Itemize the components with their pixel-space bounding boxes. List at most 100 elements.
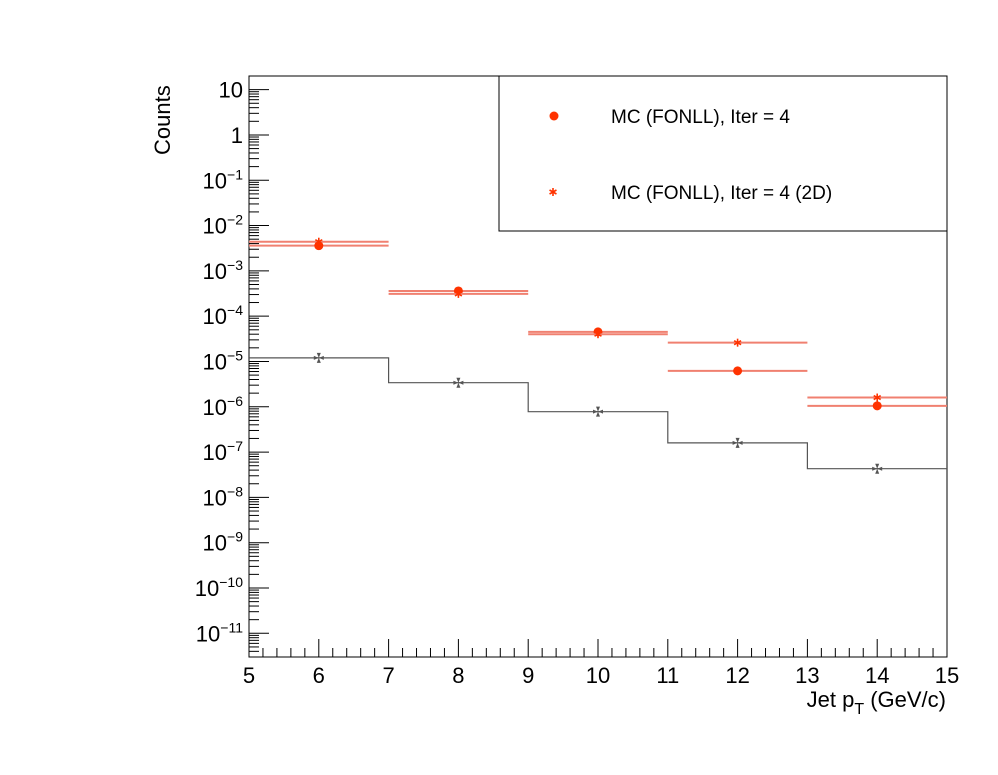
x-axis-label: Jet pT (GeV/c) <box>807 687 946 718</box>
y-tick-label-base: 10 <box>203 349 227 374</box>
y-tick-label: 1 <box>231 123 243 148</box>
y-tick-label-exponent: −10 <box>219 574 243 590</box>
y-tick-label-exponent: −11 <box>220 619 243 635</box>
cross-part <box>735 442 740 448</box>
data-point-star <box>733 338 742 347</box>
x-ticks <box>248 639 948 657</box>
x-tick-label: 6 <box>313 663 325 688</box>
data-point-cross <box>593 406 603 417</box>
x-tick-label: 8 <box>452 663 464 688</box>
data-point-cross <box>732 437 743 448</box>
y-tick-label: 10−4 <box>203 302 244 329</box>
cross-part <box>598 409 603 414</box>
cross-part <box>456 382 461 388</box>
x-axis-label-subscript: T <box>854 701 864 718</box>
cross-part <box>453 380 459 385</box>
y-tick-label: 10−9 <box>203 529 244 556</box>
cross-part <box>593 409 598 414</box>
y-tick-label-base: 10 <box>203 395 227 420</box>
y-major-ticks <box>249 89 269 634</box>
y-tick-label: 10−6 <box>203 393 244 420</box>
cross-part <box>875 468 880 474</box>
legend-marker-circle <box>549 111 559 121</box>
y-tick-label-base: 10 <box>203 304 227 329</box>
legend-label-series-2: MC (FONLL), Iter = 4 (2D) <box>611 183 832 204</box>
cross-part <box>458 380 464 385</box>
y-tick-label-exponent: −7 <box>227 438 243 454</box>
cross-part <box>596 406 600 412</box>
y-tick-label-exponent: −3 <box>227 257 243 273</box>
x-tick-label: 9 <box>522 663 534 688</box>
series-2 <box>249 237 947 402</box>
y-tick-label: 10−10 <box>195 574 243 601</box>
y-tick-label: 10−1 <box>203 166 244 193</box>
star-stroke <box>454 291 463 297</box>
data-point-star <box>873 393 882 402</box>
cross-part <box>316 352 321 358</box>
y-tick-label: 10−11 <box>196 619 243 646</box>
legend-box <box>498 75 948 232</box>
cross-part <box>877 466 883 471</box>
data-point-star <box>549 188 557 196</box>
y-tick-labels: 10110−110−210−310−410−510−610−710−810−91… <box>195 78 243 647</box>
y-tick-label-exponent: −8 <box>227 483 243 499</box>
cross-part <box>875 463 880 469</box>
series-3 <box>249 352 947 474</box>
cross-part <box>735 437 740 443</box>
data-point-circle <box>733 366 743 376</box>
data-point-star <box>454 289 463 298</box>
legend-marker-star <box>549 188 557 196</box>
y-tick-label: 10−8 <box>203 483 244 510</box>
cross-part <box>318 355 324 360</box>
x-tick-label: 14 <box>865 663 889 688</box>
y-tick-label-exponent: −9 <box>227 529 243 545</box>
y-tick-label: 10−3 <box>203 257 244 284</box>
x-tick-label: 7 <box>382 663 394 688</box>
x-tick-label: 15 <box>935 663 959 688</box>
y-tick-label-base: 10 <box>196 621 220 646</box>
y-tick-label-base: 10 <box>203 168 227 193</box>
data-point-star <box>594 330 602 339</box>
cross-part <box>313 355 319 360</box>
star-stroke <box>314 239 323 245</box>
x-tick-label: 5 <box>243 663 255 688</box>
cross-part <box>732 440 738 445</box>
cross-part <box>456 377 461 383</box>
x-axis-label-main: Jet p <box>807 687 855 712</box>
y-minor-ticks <box>249 91 259 652</box>
y-tick-label-base: 10 <box>203 214 227 239</box>
legend-label-series-1: MC (FONLL), Iter = 4 <box>611 107 790 128</box>
data-point-cross <box>313 352 324 363</box>
y-tick-label-exponent: −1 <box>227 166 243 182</box>
y-tick-label-exponent: −4 <box>227 302 243 318</box>
y-tick-label-exponent: −2 <box>227 212 243 228</box>
data-point-circle <box>872 401 882 411</box>
x-tick-label: 13 <box>795 663 819 688</box>
y-tick-label-base: 10 <box>203 531 227 556</box>
star-stroke <box>733 339 742 346</box>
y-tick-label: 10 <box>219 78 243 103</box>
y-tick-label: 10−7 <box>203 438 244 465</box>
x-tick-labels: 5 6 7 8 9 10 11 12 13 14 15 <box>243 663 959 688</box>
data-point-cross <box>872 463 883 474</box>
y-tick-label: 10−2 <box>203 212 244 239</box>
y-tick-label-base: 10 <box>203 440 227 465</box>
y-tick-label-exponent: −6 <box>227 393 243 409</box>
cross-part <box>737 440 743 445</box>
star-stroke <box>873 394 882 401</box>
x-tick-label: 12 <box>725 663 749 688</box>
x-tick-label: 11 <box>656 663 679 688</box>
y-tick-label-base: 10 <box>203 485 227 510</box>
cross-part <box>872 466 878 471</box>
legend: MC (FONLL), Iter = 4 MC (FONLL), Iter = … <box>498 75 948 232</box>
y-tick-label-base: 10 <box>203 259 227 284</box>
x-axis-label-unit: (GeV/c) <box>864 687 946 712</box>
star-stroke <box>549 189 557 195</box>
x-tick-label: 10 <box>586 663 610 688</box>
y-tick-label-exponent: −5 <box>227 347 243 363</box>
y-axis-label: Counts <box>150 85 175 155</box>
series-layer <box>249 237 947 474</box>
star-stroke <box>594 331 602 337</box>
data-point-star <box>314 237 323 246</box>
